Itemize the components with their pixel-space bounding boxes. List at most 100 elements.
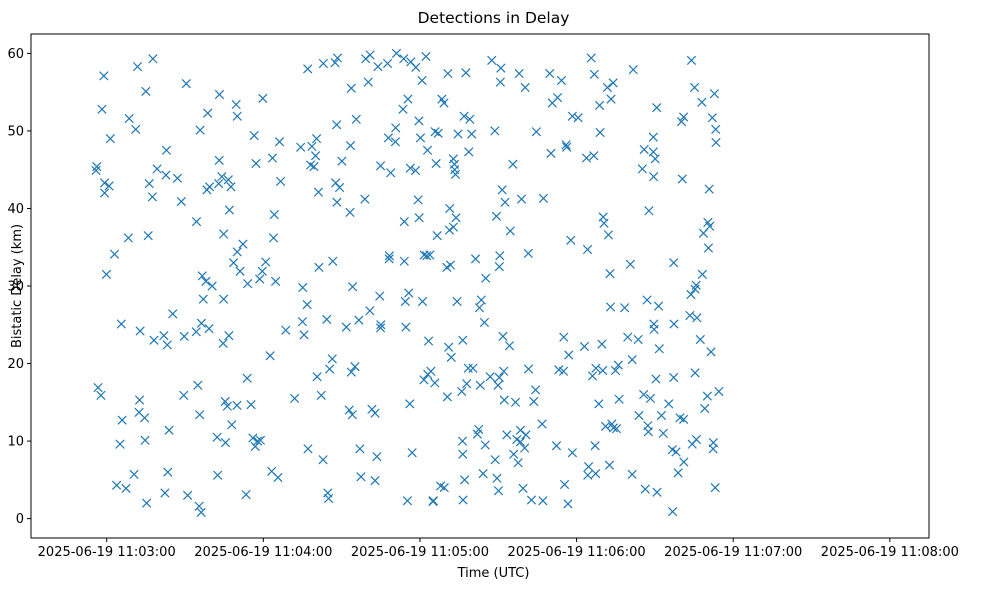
data-point bbox=[587, 371, 598, 381]
data-point bbox=[207, 281, 217, 291]
data-point bbox=[347, 282, 358, 292]
data-point bbox=[218, 338, 228, 349]
data-point bbox=[559, 479, 570, 490]
data-point bbox=[442, 392, 452, 402]
data-point bbox=[614, 394, 624, 404]
data-point bbox=[598, 365, 608, 376]
data-point bbox=[707, 113, 717, 123]
data-point bbox=[470, 254, 481, 264]
data-point bbox=[446, 352, 456, 362]
data-point bbox=[117, 415, 127, 425]
data-point bbox=[673, 468, 683, 478]
data-point bbox=[499, 366, 509, 376]
data-point bbox=[318, 455, 328, 465]
data-point bbox=[372, 451, 382, 462]
data-point bbox=[129, 469, 139, 480]
data-point bbox=[325, 364, 335, 374]
data-point bbox=[474, 303, 485, 313]
data-point bbox=[530, 385, 541, 395]
data-point bbox=[677, 174, 687, 184]
data-point bbox=[583, 462, 594, 472]
data-point bbox=[314, 262, 324, 273]
data-point bbox=[101, 269, 112, 279]
data-point bbox=[257, 266, 267, 276]
data-point bbox=[172, 173, 183, 183]
data-point bbox=[414, 116, 424, 126]
data-point bbox=[148, 54, 158, 64]
data-point bbox=[561, 140, 571, 150]
data-point bbox=[159, 330, 169, 341]
data-point bbox=[686, 289, 696, 300]
data-point bbox=[445, 203, 455, 214]
data-point bbox=[415, 133, 426, 143]
data-point bbox=[597, 339, 607, 349]
data-point bbox=[627, 469, 637, 480]
data-point bbox=[124, 113, 134, 124]
data-point bbox=[513, 458, 523, 468]
data-point bbox=[461, 68, 471, 78]
data-point bbox=[645, 393, 656, 404]
data-point bbox=[579, 341, 590, 352]
x-tick-label: 2025-06-19 11:07:00 bbox=[664, 545, 802, 560]
data-point bbox=[231, 99, 241, 110]
data-point bbox=[302, 299, 312, 310]
data-point bbox=[640, 484, 650, 494]
data-point bbox=[212, 432, 222, 442]
data-point bbox=[139, 413, 150, 423]
x-axis-label: Time (UTC) bbox=[457, 566, 530, 581]
data-point bbox=[303, 64, 313, 74]
data-point bbox=[332, 197, 342, 207]
data-point bbox=[652, 487, 662, 497]
data-point bbox=[123, 233, 133, 243]
data-point bbox=[135, 326, 145, 336]
data-point bbox=[559, 332, 569, 342]
data-point bbox=[281, 325, 291, 335]
data-point bbox=[274, 137, 285, 147]
data-point bbox=[652, 103, 662, 113]
data-point bbox=[226, 182, 236, 192]
data-point bbox=[639, 389, 649, 400]
data-point bbox=[451, 213, 461, 223]
data-point bbox=[521, 430, 531, 440]
data-point bbox=[518, 483, 528, 494]
data-point bbox=[625, 259, 635, 269]
data-point bbox=[671, 447, 681, 457]
data-point bbox=[183, 490, 193, 500]
data-point bbox=[573, 113, 583, 123]
data-point bbox=[649, 324, 659, 335]
data-point bbox=[141, 86, 151, 97]
data-point bbox=[93, 382, 103, 393]
data-point bbox=[214, 179, 224, 189]
data-point bbox=[197, 271, 207, 281]
data-point bbox=[410, 165, 421, 176]
data-point bbox=[299, 330, 309, 340]
data-point bbox=[407, 448, 417, 458]
data-point bbox=[704, 184, 714, 194]
data-point bbox=[351, 114, 361, 124]
x-tick-label: 2025-06-19 11:04:00 bbox=[194, 545, 332, 560]
data-point bbox=[651, 374, 661, 384]
data-point bbox=[97, 104, 107, 114]
data-point bbox=[711, 124, 721, 134]
data-point bbox=[213, 470, 223, 480]
data-point bbox=[390, 137, 401, 147]
data-point bbox=[479, 317, 490, 328]
data-point bbox=[422, 145, 433, 155]
data-point bbox=[689, 82, 700, 93]
data-point bbox=[332, 120, 342, 130]
data-point bbox=[255, 435, 266, 445]
data-point bbox=[494, 261, 504, 272]
data-point bbox=[605, 268, 615, 279]
data-point bbox=[476, 295, 486, 305]
x-tick-label: 2025-06-19 11:05:00 bbox=[351, 545, 489, 560]
data-point bbox=[411, 62, 421, 72]
data-point bbox=[567, 448, 578, 458]
data-point bbox=[350, 362, 360, 372]
data-point bbox=[464, 147, 474, 157]
data-point bbox=[196, 507, 206, 518]
data-point bbox=[219, 294, 229, 304]
data-point bbox=[115, 439, 125, 449]
data-point bbox=[439, 482, 449, 493]
data-point bbox=[405, 163, 415, 173]
data-point bbox=[384, 251, 395, 261]
